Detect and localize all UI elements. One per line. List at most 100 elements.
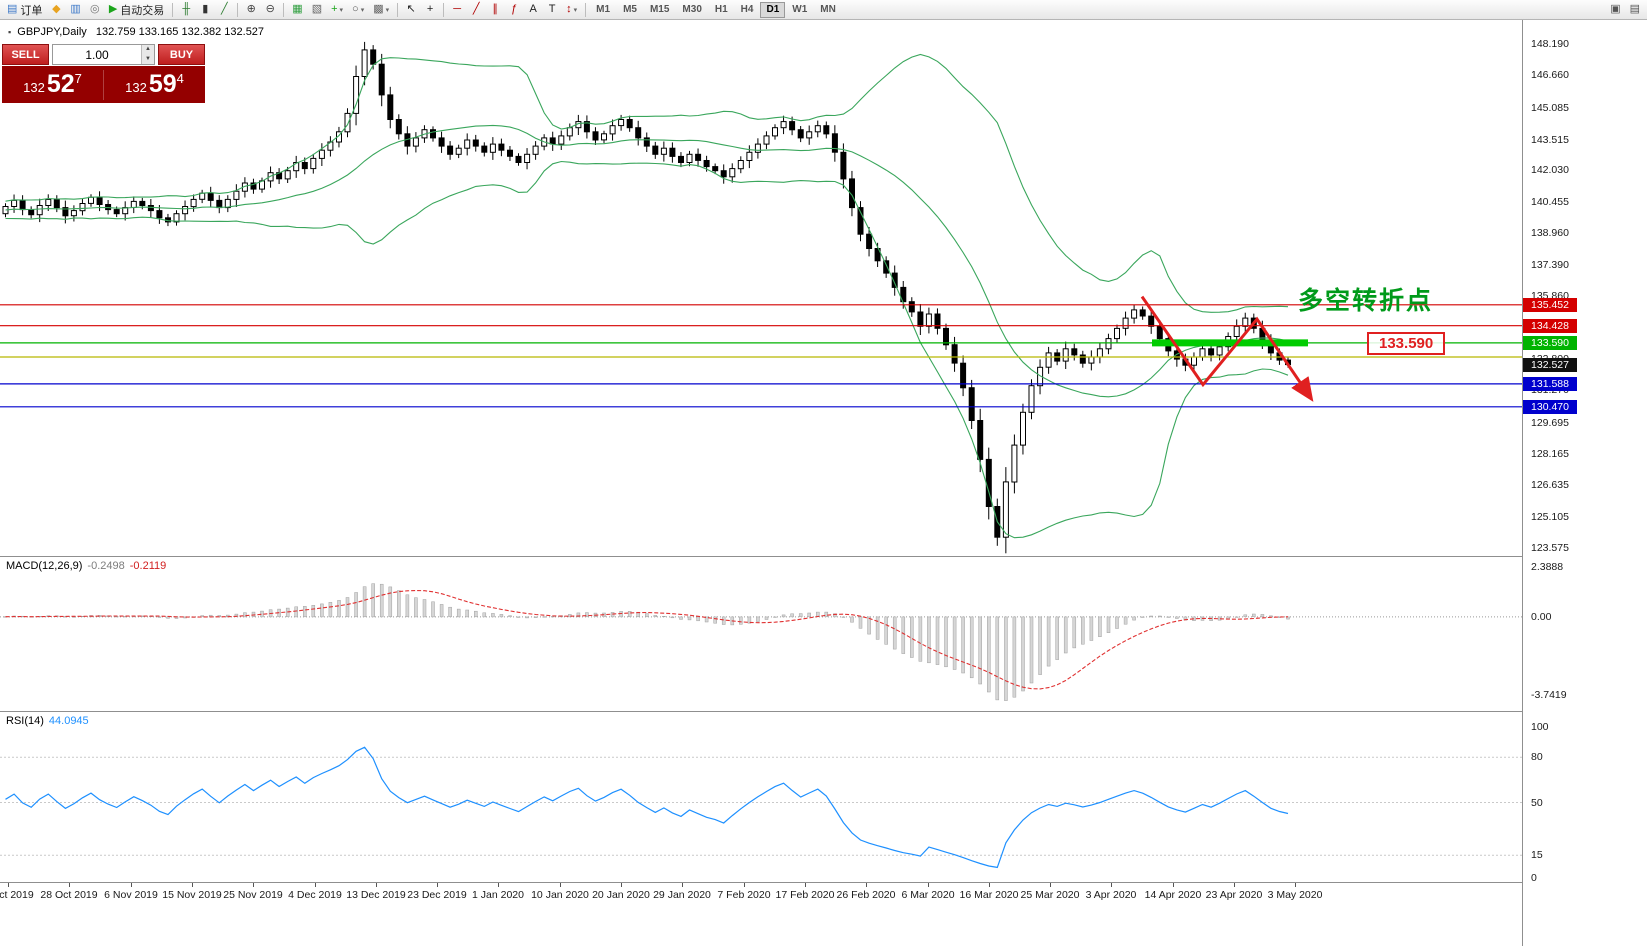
rsi-line xyxy=(5,746,1289,869)
price-badge: 130.470 xyxy=(1523,400,1577,414)
main-price-chart[interactable] xyxy=(0,20,1522,556)
zoom-out-icon: ⊖ xyxy=(265,3,275,15)
macd-axis-label: -3.7419 xyxy=(1531,689,1567,701)
macd-label: MACD(12,26,9) -0.2498 -0.2119 xyxy=(6,560,167,572)
time-axis-tick xyxy=(928,883,929,887)
text-button[interactable]: A xyxy=(524,1,542,19)
add-indicator-button[interactable]: + ▾ xyxy=(327,1,347,19)
candlestick-chart-button[interactable]: ▮ xyxy=(196,1,214,19)
timeframe-m5[interactable]: M5 xyxy=(617,2,643,18)
window-list-icon[interactable]: ▤ xyxy=(1626,1,1644,19)
time-axis-tick xyxy=(1050,883,1051,887)
new-order-icon: ▤ xyxy=(7,3,18,15)
arrows-button[interactable]: ↕ ▾ xyxy=(562,1,581,19)
volume-input[interactable] xyxy=(53,45,141,64)
profiles-icon[interactable]: ▥ xyxy=(66,1,84,19)
dropdown-arrow-icon: ▾ xyxy=(360,6,365,14)
time-axis-tick xyxy=(1173,883,1174,887)
fibonacci-button[interactable]: ƒ xyxy=(505,1,523,19)
price-axis[interactable]: 148.190 146.660 145.085 143.515 142.030 140.4… xyxy=(1522,20,1647,946)
time-axis-label: 14 Apr 2020 xyxy=(1144,889,1202,901)
timeframe-d1[interactable]: D1 xyxy=(760,1,786,18)
channel-button[interactable]: ∥ xyxy=(486,1,504,19)
auto-trading-button[interactable]: ▶ 自动交易 xyxy=(105,1,168,19)
label-icon: T xyxy=(548,3,556,15)
bar-chart-button[interactable]: ╫ xyxy=(177,1,195,19)
timeframe-h4[interactable]: H4 xyxy=(735,2,760,18)
buy-price[interactable]: 132594 xyxy=(125,70,184,98)
add-indicator-icon: + xyxy=(331,3,338,15)
toolbar-separator xyxy=(237,2,239,17)
candles xyxy=(2,41,1291,554)
one-click-trading-panel: SELL ▲ ▼ BUY 132527 132594 xyxy=(2,44,205,103)
price-axis-label: 145.085 xyxy=(1531,102,1569,114)
rsi-pane[interactable] xyxy=(0,712,1522,882)
trendline-icon: ╱ xyxy=(472,3,480,15)
macd-axis-label: 2.3888 xyxy=(1531,561,1564,573)
periods-button[interactable]: ○ ▾ xyxy=(348,1,368,19)
time-axis-tick xyxy=(8,883,9,887)
arrange-windows-icon: ▧ xyxy=(311,3,323,15)
sell-button[interactable]: SELL xyxy=(2,44,49,65)
volume-down-button[interactable]: ▼ xyxy=(141,54,154,64)
toolbar-separator xyxy=(585,2,587,17)
toolbar-separator xyxy=(172,2,174,17)
time-axis-tick xyxy=(682,883,683,887)
toolbar-separator xyxy=(283,2,285,17)
time-axis-tick xyxy=(253,883,254,887)
chart-title-quotes: 132.759 133.165 132.382 132.527 xyxy=(95,26,265,38)
dropdown-arrow-icon: ▾ xyxy=(573,6,578,14)
time-axis-label: 1 Jan 2020 xyxy=(472,889,524,901)
timeframe-m15[interactable]: M15 xyxy=(644,2,675,18)
turning-point-annotation: 多空转折点 xyxy=(1298,287,1434,315)
macd-pane[interactable] xyxy=(0,557,1522,711)
channel-icon: ∥ xyxy=(492,3,498,15)
time-axis-tick xyxy=(1234,883,1235,887)
tile-windows-button[interactable]: ▦ xyxy=(288,1,306,19)
line-chart-button[interactable]: ╱ xyxy=(215,1,233,19)
crosshair-icon: + xyxy=(426,3,434,15)
pane-divider[interactable] xyxy=(0,711,1647,712)
mql-community-icon[interactable]: ◆ xyxy=(47,1,65,19)
help-icon[interactable]: ◎ xyxy=(86,1,104,19)
horizontal-line-button[interactable]: ─ xyxy=(448,1,466,19)
dropdown-arrow-icon: ▾ xyxy=(339,6,344,14)
pane-divider[interactable] xyxy=(0,556,1647,557)
rsi-axis-label: 15 xyxy=(1531,849,1543,861)
price-badge: 131.588 xyxy=(1523,377,1577,391)
label-button[interactable]: T xyxy=(543,1,561,19)
time-axis[interactable]: 8 Oct 2019 28 Oct 2019 6 Nov 2019 15 Nov 20… xyxy=(0,882,1522,908)
toolbar-separator xyxy=(397,2,399,17)
buy-button[interactable]: BUY xyxy=(158,44,205,65)
zoom-in-button[interactable]: ⊕ xyxy=(242,1,260,19)
new-window-icon[interactable]: ▣ xyxy=(1606,1,1624,19)
timeframe-mn[interactable]: MN xyxy=(814,2,842,18)
sell-price[interactable]: 132527 xyxy=(23,70,82,98)
price-axis-label: 148.190 xyxy=(1531,38,1569,50)
timeframe-m1[interactable]: M1 xyxy=(590,2,616,18)
time-axis-tick xyxy=(498,883,499,887)
trendline-button[interactable]: ╱ xyxy=(467,1,485,19)
timeframe-h1[interactable]: H1 xyxy=(709,2,734,18)
trend-zigzag-arrow[interactable] xyxy=(1140,295,1314,402)
zoom-out-button[interactable]: ⊖ xyxy=(261,1,279,19)
templates-button[interactable]: ▩ ▾ xyxy=(369,1,393,19)
crosshair-button[interactable]: + xyxy=(421,1,439,19)
new-order-button[interactable]: ▤ 订单 xyxy=(3,1,46,19)
price-axis-label: 125.105 xyxy=(1531,511,1569,523)
cursor-button[interactable]: ↖ xyxy=(402,1,420,19)
time-axis-tick xyxy=(805,883,806,887)
time-axis-label: 16 Mar 2020 xyxy=(959,889,1019,901)
horizontal-level-lines[interactable] xyxy=(0,304,1522,408)
arrange-windows-button[interactable]: ▧ xyxy=(308,1,326,19)
chart-title: ▪ GBPJPY,Daily 132.759 133.165 132.382 1… xyxy=(8,26,264,38)
volume-up-button[interactable]: ▲ xyxy=(141,45,154,55)
rsi-axis-label: 0 xyxy=(1531,872,1537,884)
timeframe-w1[interactable]: W1 xyxy=(786,2,813,18)
timeframe-m30[interactable]: M30 xyxy=(676,2,707,18)
price-axis-label: 137.390 xyxy=(1531,259,1569,271)
time-axis-tick xyxy=(989,883,990,887)
time-axis-label: 20 Jan 2020 xyxy=(592,889,650,901)
time-axis-label: 25 Nov 2019 xyxy=(223,889,283,901)
time-axis-label: 23 Dec 2019 xyxy=(407,889,467,901)
